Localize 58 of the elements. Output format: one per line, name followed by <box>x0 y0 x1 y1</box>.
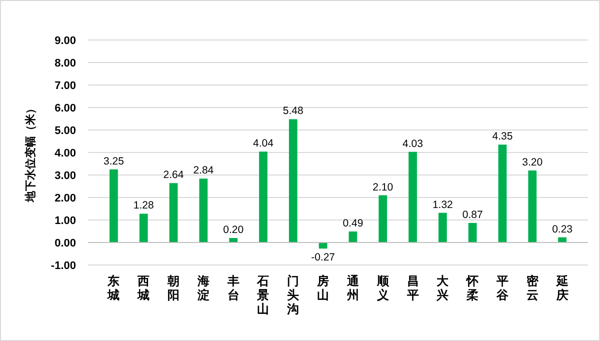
data-label: 2.64 <box>163 169 184 182</box>
y-tick-label: 7.00 <box>54 80 76 92</box>
bar <box>199 178 208 242</box>
bar <box>259 152 268 242</box>
x-tick-label: 昌平 <box>406 274 419 302</box>
bar <box>169 183 178 242</box>
data-label: 1.32 <box>432 198 454 211</box>
x-tick-label: 丰台 <box>226 274 240 302</box>
bar <box>229 238 238 242</box>
data-label: 0.20 <box>223 224 244 236</box>
data-label: 2.84 <box>193 164 214 177</box>
y-tick-label: 1.00 <box>54 214 76 227</box>
x-tick-label: 通州 <box>346 274 360 302</box>
y-tick-label: 8.00 <box>54 57 76 70</box>
data-label: 5.48 <box>282 105 304 118</box>
x-tick-label: 密云 <box>526 274 540 302</box>
bar <box>288 119 298 242</box>
bar <box>528 170 537 242</box>
bar <box>378 195 388 242</box>
data-label: 1.28 <box>133 200 154 212</box>
y-tick-label: 2.00 <box>54 192 76 204</box>
x-tick-label: 海淀 <box>196 274 210 302</box>
y-axis-title: 地下水位变幅（米） <box>24 103 37 203</box>
data-label: -0.27 <box>311 252 336 264</box>
data-label: 0.87 <box>462 208 483 221</box>
x-tick-label: 石景山 <box>256 274 270 316</box>
bar <box>438 212 447 242</box>
data-label: 4.35 <box>492 130 513 143</box>
y-tick-label: 3.00 <box>54 170 76 182</box>
x-tick-label: 门头沟 <box>286 274 300 316</box>
x-tick-label: 朝阳 <box>166 274 180 302</box>
x-tick-label: 大兴 <box>436 274 450 302</box>
bar <box>468 222 477 242</box>
data-label: 4.04 <box>253 138 274 150</box>
y-tick-label: 4.00 <box>54 147 76 160</box>
data-label: 3.25 <box>104 155 124 168</box>
bar <box>348 231 358 242</box>
data-label: 0.49 <box>342 217 364 230</box>
bar <box>408 152 417 242</box>
y-tick-label: 5.00 <box>54 124 76 137</box>
data-label: 4.03 <box>402 138 424 150</box>
x-tick-label: 顺义 <box>376 274 390 302</box>
x-tick-label: 延庆 <box>555 274 568 302</box>
data-label: 3.20 <box>522 156 543 168</box>
data-label: 0.23 <box>552 223 573 236</box>
data-label: 2.10 <box>372 181 394 194</box>
x-tick-label: 东城 <box>106 274 120 302</box>
x-tick-label: 西城 <box>136 274 150 302</box>
x-tick-label: 怀柔 <box>466 274 480 302</box>
bar <box>498 144 507 242</box>
bar <box>139 214 148 242</box>
y-tick-label: 6.00 <box>54 102 76 114</box>
y-tick-label: -1.00 <box>50 260 76 272</box>
y-tick-label: 9.00 <box>54 34 76 47</box>
y-tick-label: 0.00 <box>54 237 76 250</box>
x-tick-label: 房山 <box>316 274 330 302</box>
bar <box>110 169 118 242</box>
x-tick-label: 平谷 <box>495 274 510 302</box>
